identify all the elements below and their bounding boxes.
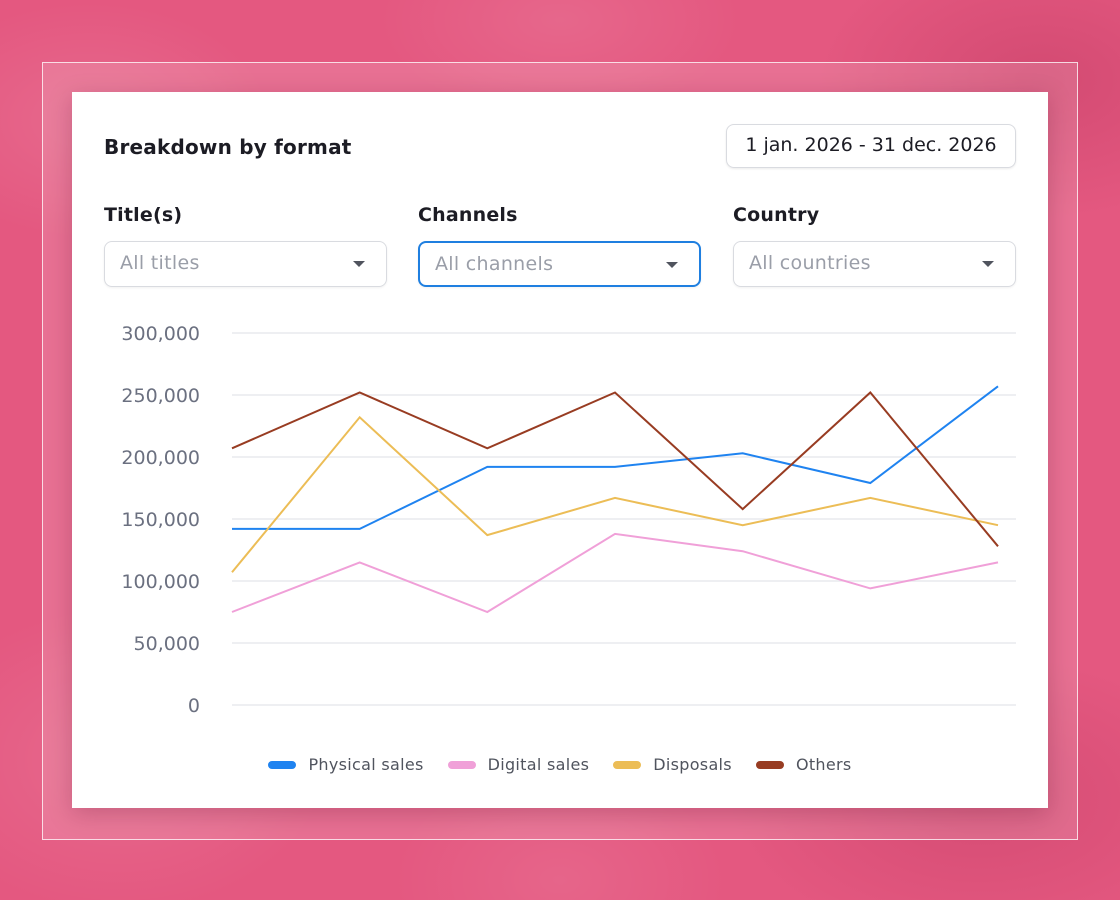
caret-down-icon [666, 262, 678, 268]
y-tick-label: 50,000 [134, 633, 200, 655]
filter-country: Country All countries [733, 204, 1016, 287]
filter-titles: Title(s) All titles [104, 204, 387, 287]
titles-select[interactable]: All titles [104, 241, 387, 287]
legend-label: Physical sales [308, 755, 424, 774]
country-select[interactable]: All countries [733, 241, 1016, 287]
legend-swatch [447, 760, 476, 769]
series-line-digital-sales [231, 532, 999, 614]
chart-legend: Physical sales Digital sales Disposals Othe… [72, 755, 1048, 774]
legend-item[interactable]: Disposals [613, 755, 732, 774]
legend-label: Disposals [653, 755, 732, 774]
y-tick-label: 0 [188, 695, 200, 717]
y-tick-label: 100,000 [121, 571, 200, 593]
legend-swatch [268, 760, 297, 769]
line-chart: 0 50,000 100,000 150,000 200,000 250,000 300,0… [121, 323, 1016, 717]
legend-item[interactable]: Digital sales [447, 755, 590, 774]
country-select-value: All countries [749, 252, 871, 274]
series-line-others [231, 391, 999, 547]
legend-swatch [755, 760, 784, 769]
channels-select-value: All channels [435, 253, 554, 275]
y-tick-label: 250,000 [121, 385, 200, 407]
legend-swatch [613, 760, 642, 769]
titles-select-value: All titles [120, 252, 200, 274]
y-tick-label: 150,000 [121, 509, 200, 531]
legend-item[interactable]: Physical sales [268, 755, 423, 774]
legend-label: Digital sales [487, 755, 590, 774]
date-range-picker[interactable]: 1 jan. 2026 - 31 dec. 2026 [726, 124, 1016, 168]
filter-label-channels: Channels [418, 204, 518, 226]
legend-label: Others [795, 755, 852, 774]
y-tick-label: 300,000 [121, 323, 200, 345]
chart-card: Breakdown by format 1 jan. 2026 - 31 dec… [72, 92, 1048, 808]
filter-label-titles: Title(s) [104, 204, 183, 226]
caret-down-icon [982, 261, 994, 267]
legend-item[interactable]: Others [755, 755, 852, 774]
y-tick-label: 200,000 [121, 447, 200, 469]
filter-channels: Channels All channels [418, 204, 701, 287]
series-line-disposals [231, 415, 999, 573]
caret-down-icon [353, 261, 365, 267]
channels-select[interactable]: All channels [418, 241, 701, 287]
series-line-physical-sales [232, 385, 999, 530]
filter-label-country: Country [733, 204, 820, 226]
card-title: Breakdown by format [104, 135, 352, 159]
